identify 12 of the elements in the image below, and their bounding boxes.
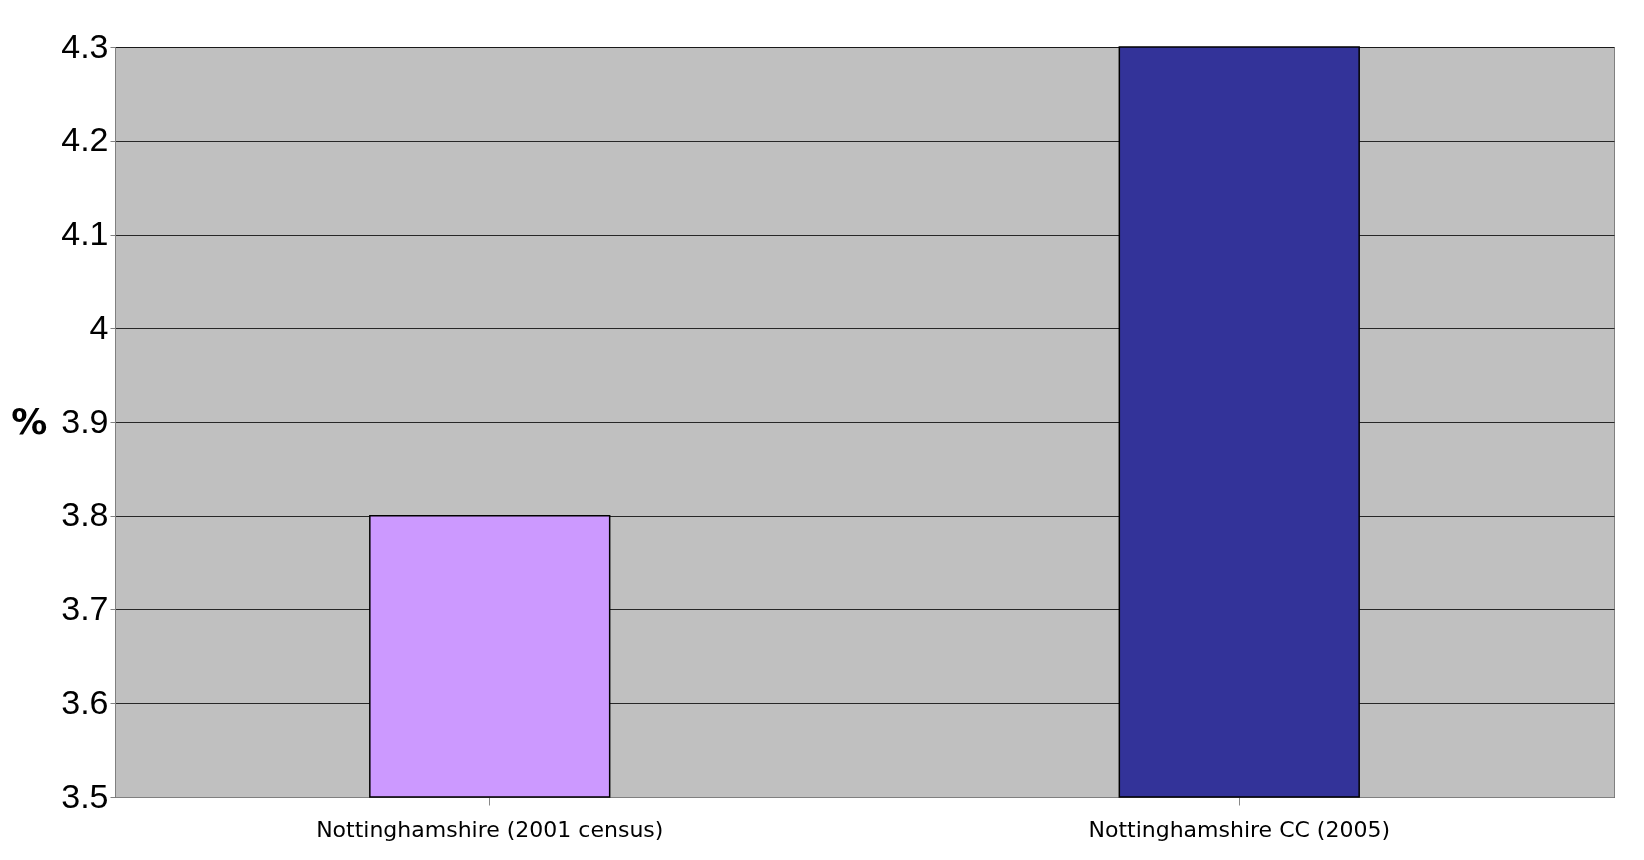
y-tick-label: 4.3 [61,26,109,65]
y-tick-label: 3.5 [61,776,109,815]
x-tick-label: Nottinghamshire (2001 census) [316,816,664,842]
y-tick-label: 3.7 [61,589,109,627]
y-tick-label: 3.8 [61,495,109,534]
y-tick-label: 4.1 [61,214,109,252]
y-tick-label: 4 [89,307,109,346]
x-tick-label: Nottinghamshire CC (2005) [1088,816,1391,842]
y-tick-label: 4.2 [61,120,109,159]
y-tick-label: 3.9 [61,401,109,440]
y-axis-title: % [11,400,48,442]
y-tick-label: 3.6 [61,682,109,721]
